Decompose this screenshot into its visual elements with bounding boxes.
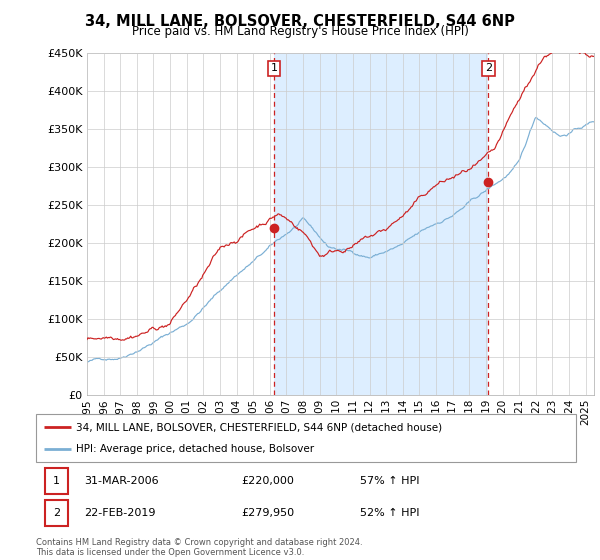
Bar <box>274 53 488 395</box>
Text: £279,950: £279,950 <box>241 508 295 518</box>
Text: 34, MILL LANE, BOLSOVER, CHESTERFIELD, S44 6NP (detached house): 34, MILL LANE, BOLSOVER, CHESTERFIELD, S… <box>77 422 443 432</box>
Text: 34, MILL LANE, BOLSOVER, CHESTERFIELD, S44 6NP: 34, MILL LANE, BOLSOVER, CHESTERFIELD, S… <box>85 14 515 29</box>
Text: Contains HM Land Registry data © Crown copyright and database right 2024.
This d: Contains HM Land Registry data © Crown c… <box>36 538 362 557</box>
FancyBboxPatch shape <box>44 468 68 494</box>
Text: HPI: Average price, detached house, Bolsover: HPI: Average price, detached house, Bols… <box>77 444 314 454</box>
Text: 57% ↑ HPI: 57% ↑ HPI <box>360 476 419 486</box>
Text: 52% ↑ HPI: 52% ↑ HPI <box>360 508 419 518</box>
Text: 1: 1 <box>53 476 60 486</box>
Text: 2: 2 <box>53 508 60 518</box>
Text: 1: 1 <box>271 63 278 73</box>
FancyBboxPatch shape <box>44 500 68 526</box>
Text: Price paid vs. HM Land Registry's House Price Index (HPI): Price paid vs. HM Land Registry's House … <box>131 25 469 38</box>
Text: 2: 2 <box>485 63 492 73</box>
Text: £220,000: £220,000 <box>241 476 294 486</box>
Text: 22-FEB-2019: 22-FEB-2019 <box>85 508 156 518</box>
Text: 31-MAR-2006: 31-MAR-2006 <box>85 476 159 486</box>
